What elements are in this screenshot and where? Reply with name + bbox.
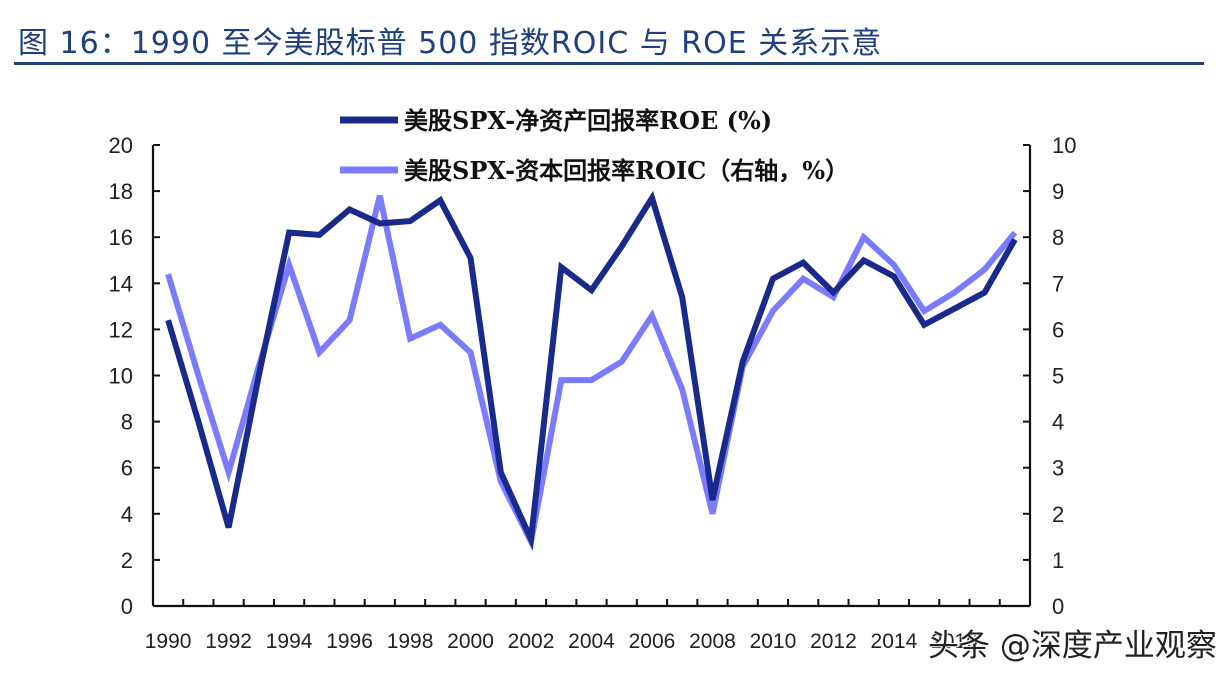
y-right-tick-label: 8 <box>1052 225 1064 250</box>
x-tick-label: 2006 <box>629 630 676 653</box>
y-right-tick-label: 4 <box>1052 410 1064 435</box>
title-divider <box>14 62 1204 65</box>
y-left-tick-label: 14 <box>109 271 133 296</box>
x-tick-label: 2012 <box>810 630 857 653</box>
y-right-tick-label: 10 <box>1052 133 1076 158</box>
chart-lines <box>165 190 1018 551</box>
x-tick-label: 2002 <box>508 630 555 653</box>
y-left-tick-label: 4 <box>121 502 133 527</box>
y-right-tick-label: 6 <box>1052 317 1064 342</box>
x-tick-label: 2014 <box>871 630 918 653</box>
x-tick-label: 1990 <box>145 630 192 653</box>
y-right-tick-label: 7 <box>1052 271 1064 296</box>
roe-line <box>165 190 1018 551</box>
roic-line <box>165 194 1018 551</box>
legend-label: 美股SPX-资本回报率ROIC（右轴，%） <box>404 156 849 185</box>
x-tick-label: 1998 <box>387 630 434 653</box>
y-right-tick-label: 3 <box>1052 456 1064 481</box>
x-tick-label: 1994 <box>266 630 313 653</box>
y-left-tick-label: 8 <box>121 410 133 435</box>
legend-label: 美股SPX-净资产回报率ROE (%) <box>404 106 772 135</box>
x-tick-label: 2010 <box>750 630 797 653</box>
y-right-tick-label: 2 <box>1052 502 1064 527</box>
x-tick-label: 1996 <box>326 630 373 653</box>
x-tick-label: 2008 <box>689 630 736 653</box>
y-left-tick-label: 16 <box>109 225 133 250</box>
watermark: 头条 @深度产业观察 <box>928 628 1217 664</box>
y-left-tick-label: 10 <box>109 364 133 389</box>
x-tick-label: 2016 <box>931 630 978 653</box>
y-left-tick-label: 20 <box>109 133 133 158</box>
y-right-tick-label: 9 <box>1052 179 1064 204</box>
y-right-tick-label: 5 <box>1052 364 1064 389</box>
y-left-tick-label: 12 <box>109 317 133 342</box>
y-left-tick-label: 6 <box>121 456 133 481</box>
y-left-tick-label: 2 <box>121 548 133 573</box>
x-tick-label: 1992 <box>205 630 252 653</box>
x-tick-label: 2004 <box>568 630 615 653</box>
chart-legend: 美股SPX-净资产回报率ROE (%) 美股SPX-资本回报率ROIC（右轴，%） <box>340 106 849 185</box>
y-right-tick-label: 0 <box>1052 594 1064 619</box>
figure-title: 图 16：1990 至今美股标普 500 指数ROIC 与 ROE 关系示意 <box>18 26 883 61</box>
y-left-tick-label: 0 <box>121 594 133 619</box>
y-right-tick-label: 1 <box>1052 548 1064 573</box>
y-left-tick-label: 18 <box>109 179 133 204</box>
x-tick-label: 2000 <box>447 630 494 653</box>
